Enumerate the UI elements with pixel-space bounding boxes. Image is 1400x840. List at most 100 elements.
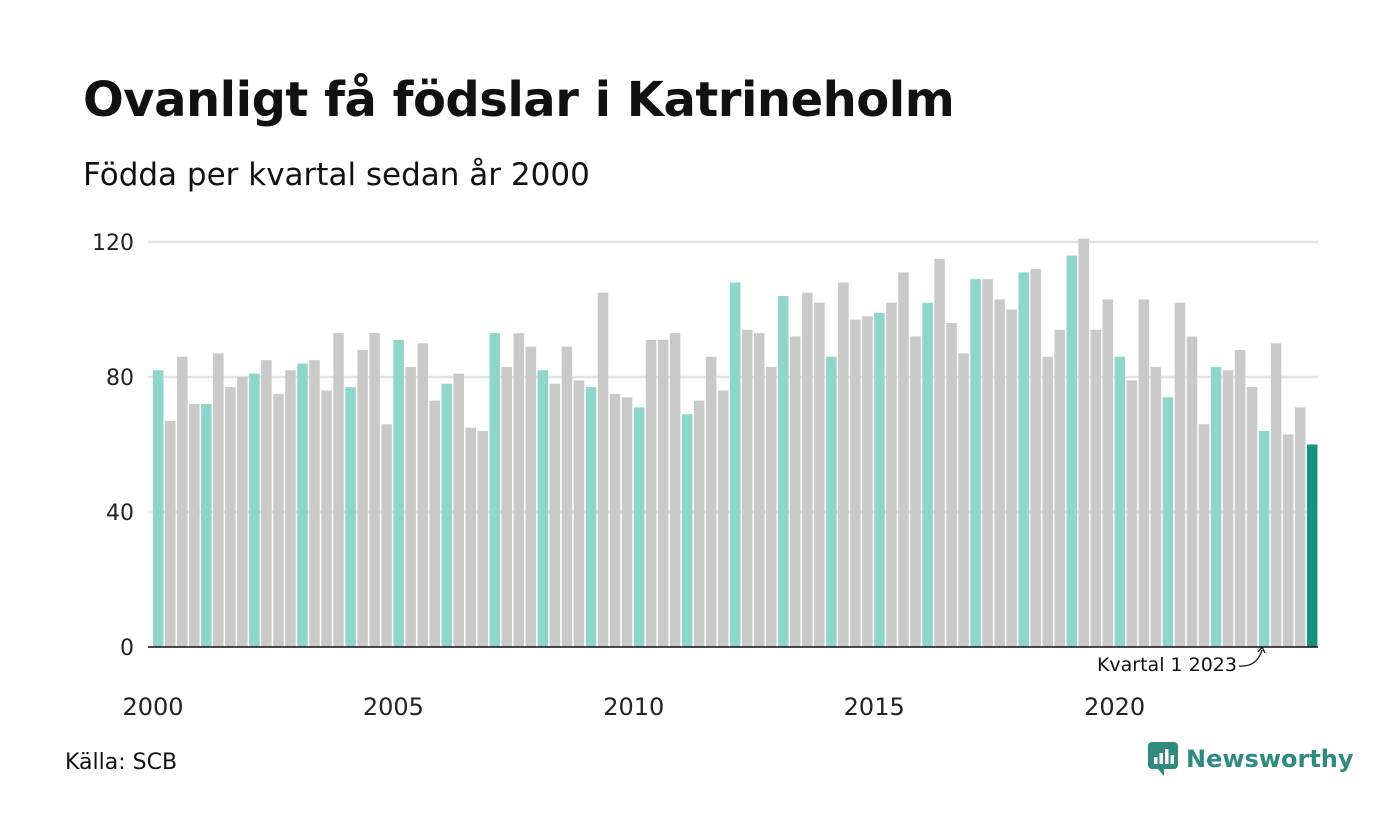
- bar: [705, 356, 717, 647]
- chart-subtitle: Födda per kvartal sedan år 2000: [83, 157, 590, 193]
- bar: [1294, 407, 1306, 648]
- bar: [874, 312, 885, 648]
- bar: [1114, 356, 1126, 647]
- bar: [862, 316, 873, 647]
- bar: [826, 356, 837, 647]
- bar: [273, 393, 284, 648]
- bar: [369, 333, 380, 648]
- bar: [669, 333, 681, 648]
- y-tick-label: 120: [92, 231, 134, 256]
- bar: [970, 279, 981, 648]
- bar: [766, 366, 777, 648]
- bar: [814, 302, 825, 647]
- x-tick-label: 2015: [844, 693, 905, 721]
- bar: [1282, 434, 1294, 648]
- bar: [393, 339, 404, 648]
- bar: [405, 366, 416, 648]
- bar: [381, 424, 392, 647]
- bar: [549, 383, 561, 647]
- bar: [1306, 444, 1318, 647]
- x-tick-label: 2000: [122, 693, 183, 721]
- bar: [321, 390, 332, 647]
- bar: [946, 323, 957, 647]
- y-tick-label: 40: [106, 501, 134, 526]
- bar: [1006, 309, 1017, 647]
- bar: [1258, 431, 1270, 647]
- source-note: Källa: SCB: [65, 750, 178, 775]
- annotation: Kvartal 1 2023: [1097, 645, 1266, 676]
- bar: [802, 292, 813, 648]
- bar: [657, 339, 669, 648]
- bar: [1078, 238, 1090, 648]
- bar: [886, 302, 897, 647]
- bar: [898, 272, 909, 648]
- bar: [741, 329, 753, 647]
- bar: [609, 393, 621, 648]
- annotation-label: Kvartal 1 2023: [1097, 654, 1237, 676]
- bar: [525, 346, 537, 648]
- bar: [177, 356, 188, 647]
- brand-name: Newsworthy: [1186, 745, 1354, 773]
- bar: [1054, 329, 1065, 647]
- bar: [633, 407, 645, 648]
- annotation-arrow: [1238, 649, 1263, 667]
- bar: [717, 390, 729, 647]
- bar: [309, 360, 320, 648]
- bar: [465, 427, 477, 648]
- y-tick-label: 80: [106, 366, 134, 391]
- bar: [453, 373, 464, 648]
- x-tick-label: 2020: [1084, 693, 1145, 721]
- bar: [850, 319, 861, 648]
- bar: [357, 350, 368, 647]
- bar: [1234, 350, 1246, 647]
- bar: [333, 333, 344, 648]
- bar: [1066, 255, 1078, 647]
- bars: [148, 238, 1318, 648]
- bar: [958, 353, 969, 648]
- bar: [417, 343, 428, 647]
- bar: [1126, 380, 1138, 648]
- bar: [441, 383, 452, 647]
- bar: [693, 400, 705, 648]
- bar: [513, 333, 525, 648]
- bar: [681, 414, 693, 648]
- bar: [982, 279, 993, 648]
- newsworthy-logo-icon: [1148, 742, 1178, 776]
- bar: [237, 377, 248, 647]
- bar: [994, 299, 1005, 648]
- bar: [285, 370, 296, 647]
- bar: [910, 336, 921, 647]
- bar: [934, 258, 945, 648]
- bar: [561, 346, 573, 648]
- brand-logo: Newsworthy: [1148, 742, 1354, 776]
- y-tick-label: 0: [120, 636, 134, 661]
- bar: [189, 404, 200, 647]
- bar: [1150, 366, 1162, 648]
- bar: [729, 282, 741, 647]
- bar: [1030, 269, 1041, 647]
- bar: [1018, 272, 1029, 648]
- bar: [645, 339, 657, 648]
- bar: [261, 360, 272, 648]
- bar: [201, 404, 212, 647]
- bar: [1138, 299, 1150, 648]
- chart-title: Ovanligt få födslar i Katrineholm: [83, 72, 955, 128]
- bar: [1186, 336, 1198, 647]
- bar: [153, 370, 164, 647]
- x-tick-label: 2010: [603, 693, 664, 721]
- bar: [429, 400, 440, 648]
- y-axis: 0 40 80 120: [92, 231, 134, 661]
- bar: [1270, 343, 1282, 647]
- x-tick-label: 2005: [363, 693, 424, 721]
- bar: [477, 431, 489, 647]
- bar: [778, 296, 789, 647]
- bar: [1042, 356, 1053, 647]
- bar: [597, 292, 609, 648]
- bar: [249, 373, 260, 648]
- annotation-arrowhead: [1257, 645, 1266, 654]
- bar: [1162, 397, 1174, 647]
- bar: [1174, 302, 1186, 647]
- bar: [754, 333, 765, 648]
- x-axis: 2000 2005 2010 2015 2020: [122, 693, 1145, 721]
